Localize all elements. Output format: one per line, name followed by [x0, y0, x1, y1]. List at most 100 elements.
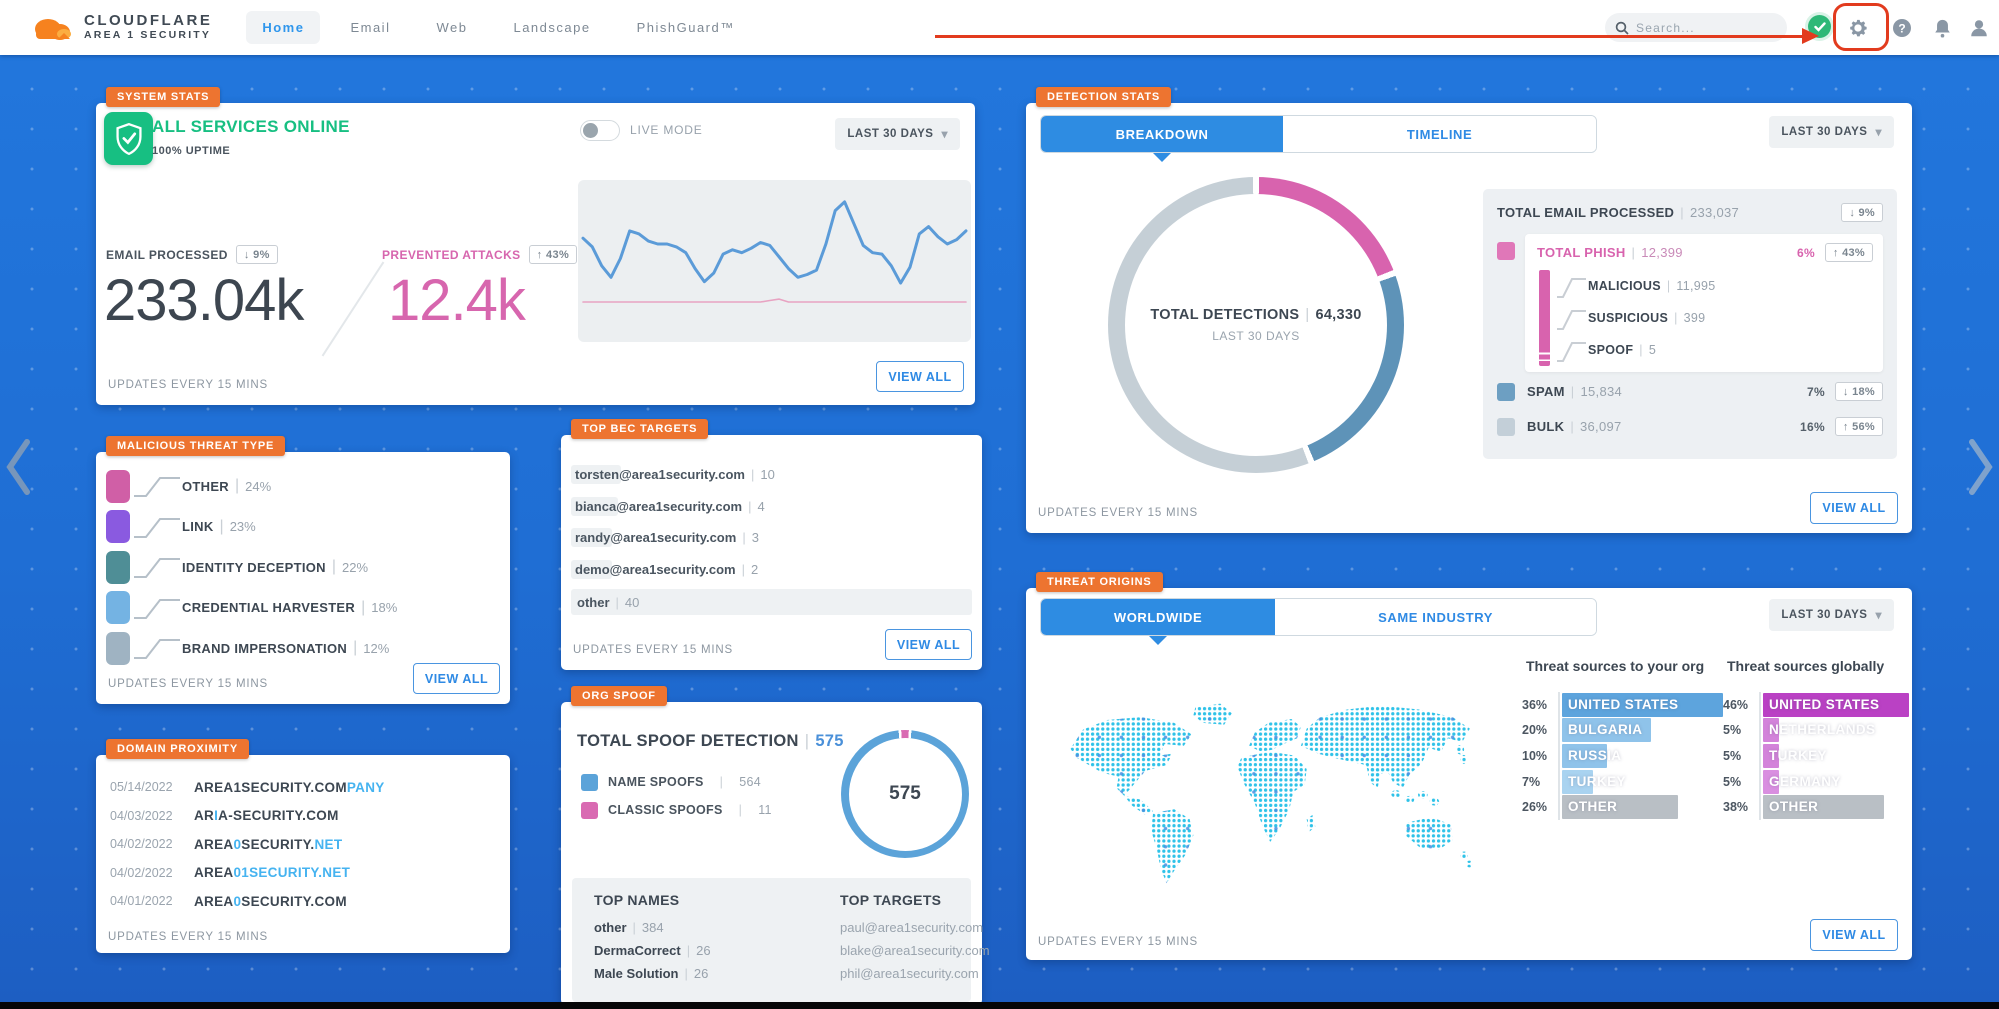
phish-delta: ↑ 43% — [1824, 243, 1873, 262]
tab-breakdown[interactable]: BREAKDOWN — [1041, 116, 1284, 152]
spoof-legend-row: NAME SPOOFS | 564 — [581, 768, 772, 796]
updates-note: UPDATES EVERY 15 MINS — [573, 644, 733, 656]
threat-color-swatch — [106, 591, 130, 625]
domain-proximity-card: DOMAIN PROXIMITY 05/14/2022 AREA1SECURITY… — [96, 739, 510, 953]
nav-item-web[interactable]: Web — [436, 20, 468, 35]
top-targets-header: TOP TARGETS — [840, 892, 942, 908]
connector-line — [134, 639, 180, 660]
live-mode-toggle[interactable] — [580, 120, 620, 141]
threat-source-bar: OTHER — [1763, 795, 1884, 820]
target-email: blake@area1security.com — [840, 943, 990, 958]
bec-view-all-button[interactable]: VIEW ALL — [885, 629, 972, 660]
cloudflare-logo[interactable]: CLOUDFLARE AREA 1 SECURITY — [30, 12, 212, 44]
nav-item-email[interactable]: Email — [350, 20, 391, 35]
bec-target-row[interactable]: randy@area1security.com | 3 — [571, 522, 972, 554]
org-spoof-badge: ORG SPOOF — [571, 686, 667, 706]
global-sources-title: Threat sources globally — [1727, 658, 1885, 674]
malicious-threat-badge: MALICIOUS THREAT TYPE — [106, 436, 286, 456]
threat-type-label: CREDENTIAL HARVESTER — [182, 600, 356, 616]
spoof-count: 26 — [693, 966, 709, 981]
updates-note: UPDATES EVERY 15 MINS — [108, 678, 268, 690]
threat-source-pct: 10% — [1522, 748, 1548, 763]
bec-email: other — [577, 594, 610, 610]
domain-row[interactable]: 04/01/2022 AREA0SECURITY.COM — [110, 887, 498, 916]
threat-origins-card: THREAT ORIGINS WORLDWIDE SAME INDUSTRY L… — [1026, 572, 1912, 960]
threat-source-bar: BULGARIA — [1562, 718, 1651, 743]
bec-target-list: torsten@area1security.com | 10 bianca@area1… — [571, 459, 972, 615]
top-names-list: other | 384 DermaCorrect | 26 Male Solution | 26 — [594, 916, 711, 985]
threat-type-row: LINK | 23% — [106, 507, 500, 548]
spoof-name: other — [594, 920, 627, 935]
system-view-all-button[interactable]: VIEW ALL — [876, 361, 964, 392]
search-input[interactable] — [1636, 20, 1766, 35]
detection-category-row: BULK | 36,097 16% ↑ 56% — [1497, 411, 1883, 442]
domain-row[interactable]: 04/03/2022 ARIA-SECURITY.COM — [110, 802, 498, 831]
threat-source-pct: 7% — [1522, 774, 1541, 789]
domain-date: 04/02/2022 — [110, 865, 173, 880]
prevented-attacks-delta: ↑ 43% — [528, 245, 578, 264]
domain-row[interactable]: 05/14/2022 AREA1SECURITY.COMPANY — [110, 773, 498, 802]
domain-row[interactable]: 04/02/2022 AREA01SECURITY.NET — [110, 859, 498, 888]
email-processed-value: 233.04k — [104, 268, 304, 333]
threat-type-pct: 12% — [363, 640, 390, 656]
phish-bar — [1539, 270, 1550, 366]
bec-count: 4 — [757, 498, 765, 514]
threat-type-pct: 22% — [342, 559, 369, 575]
bec-target-row[interactable]: demo@area1security.com | 2 — [571, 554, 972, 586]
domain-date: 04/01/2022 — [110, 894, 173, 909]
top-target-row: blake@area1security.com — [840, 939, 990, 962]
email-processed-row: EMAIL PROCESSED ↓ 9% — [106, 245, 278, 264]
avatar-icon[interactable] — [1966, 15, 1992, 41]
spoof-donut-center: 575 — [889, 783, 921, 804]
phish-sub-row: MALICIOUS | 11,995 — [1554, 270, 1873, 302]
phish-swatch — [1497, 242, 1515, 260]
threat-source-row: 36% UNITED STATES — [1522, 692, 1723, 718]
metric-divider — [321, 261, 385, 357]
topbar: CLOUDFLARE AREA 1 SECURITY Home Email Web L… — [0, 0, 1999, 55]
detection-breakdown-panel: TOTAL EMAIL PROCESSED | 233,037 ↓ 9% TOTA… — [1483, 189, 1897, 459]
help-icon[interactable]: ? — [1889, 15, 1915, 41]
threat-source-bar: GERMANY — [1763, 769, 1840, 794]
top-names-header: TOP NAMES — [594, 892, 680, 908]
gear-icon[interactable] — [1845, 15, 1871, 41]
bec-target-row[interactable]: torsten@area1security.com | 10 — [571, 459, 972, 491]
threat-source-row: 46% UNITED STATES — [1723, 692, 1909, 718]
bell-icon[interactable] — [1929, 15, 1955, 41]
threat-view-all-button[interactable]: VIEW ALL — [1810, 919, 1898, 951]
category-value: 15,834 — [1580, 384, 1623, 399]
malicious-view-all-button[interactable]: VIEW ALL — [413, 663, 500, 694]
nav-item-home[interactable]: Home — [246, 11, 321, 44]
tab-same-industry[interactable]: SAME INDUSTRY — [1275, 599, 1596, 635]
nav-item-phishguard[interactable]: PhishGuard™ — [636, 20, 735, 35]
detection-view-all-button[interactable]: VIEW ALL — [1810, 492, 1898, 524]
spoof-detection-title: TOTAL SPOOF DETECTION | 575 — [577, 732, 844, 750]
bec-target-row[interactable]: other | 40 — [571, 589, 972, 615]
tab-worldwide[interactable]: WORLDWIDE — [1041, 599, 1276, 635]
nav-item-landscape[interactable]: Landscape — [513, 20, 591, 35]
category-delta: ↑ 56% — [1834, 417, 1883, 436]
domain-date: 04/02/2022 — [110, 837, 173, 852]
threat-source-pct: 46% — [1723, 697, 1749, 712]
domain-row[interactable]: 04/02/2022 AREA0SECURITY.NET — [110, 830, 498, 859]
target-email: paul@area1security.com — [840, 920, 984, 935]
carousel-prev-icon[interactable] — [3, 438, 33, 501]
connector-line — [134, 477, 180, 498]
tab-timeline[interactable]: TIMELINE — [1283, 116, 1596, 152]
domain-date: 05/14/2022 — [110, 780, 173, 795]
carousel-next-icon[interactable] — [1966, 438, 1996, 501]
threat-source-bar: UNITED STATES — [1562, 692, 1723, 717]
connector-line — [134, 598, 180, 619]
spoof-count: 26 — [696, 943, 711, 958]
uptime-label: 100% UPTIME — [152, 145, 231, 157]
shield-check-icon — [104, 112, 153, 165]
threat-source-row: 5% TURKEY — [1723, 743, 1909, 769]
threat-type-label: LINK — [182, 519, 214, 535]
threat-type-pct: 24% — [245, 478, 272, 494]
bec-target-row[interactable]: bianca@area1security.com | 4 — [571, 491, 972, 523]
global-sources-bars: 46% UNITED STATES 5% NETHERLANDS 5% TURKEY 5% G… — [1723, 692, 1909, 820]
detection-range-dropdown[interactable]: LAST 30 DAYS ▾ — [1769, 116, 1894, 148]
threat-range-dropdown[interactable]: LAST 30 DAYS ▾ — [1769, 599, 1894, 631]
donut-center-text: TOTAL DETECTIONS | 64,330 — [1150, 307, 1362, 323]
org-sources-title: Threat sources to your org — [1526, 658, 1705, 674]
system-range-dropdown[interactable]: LAST 30 DAYS ▾ — [835, 118, 960, 150]
